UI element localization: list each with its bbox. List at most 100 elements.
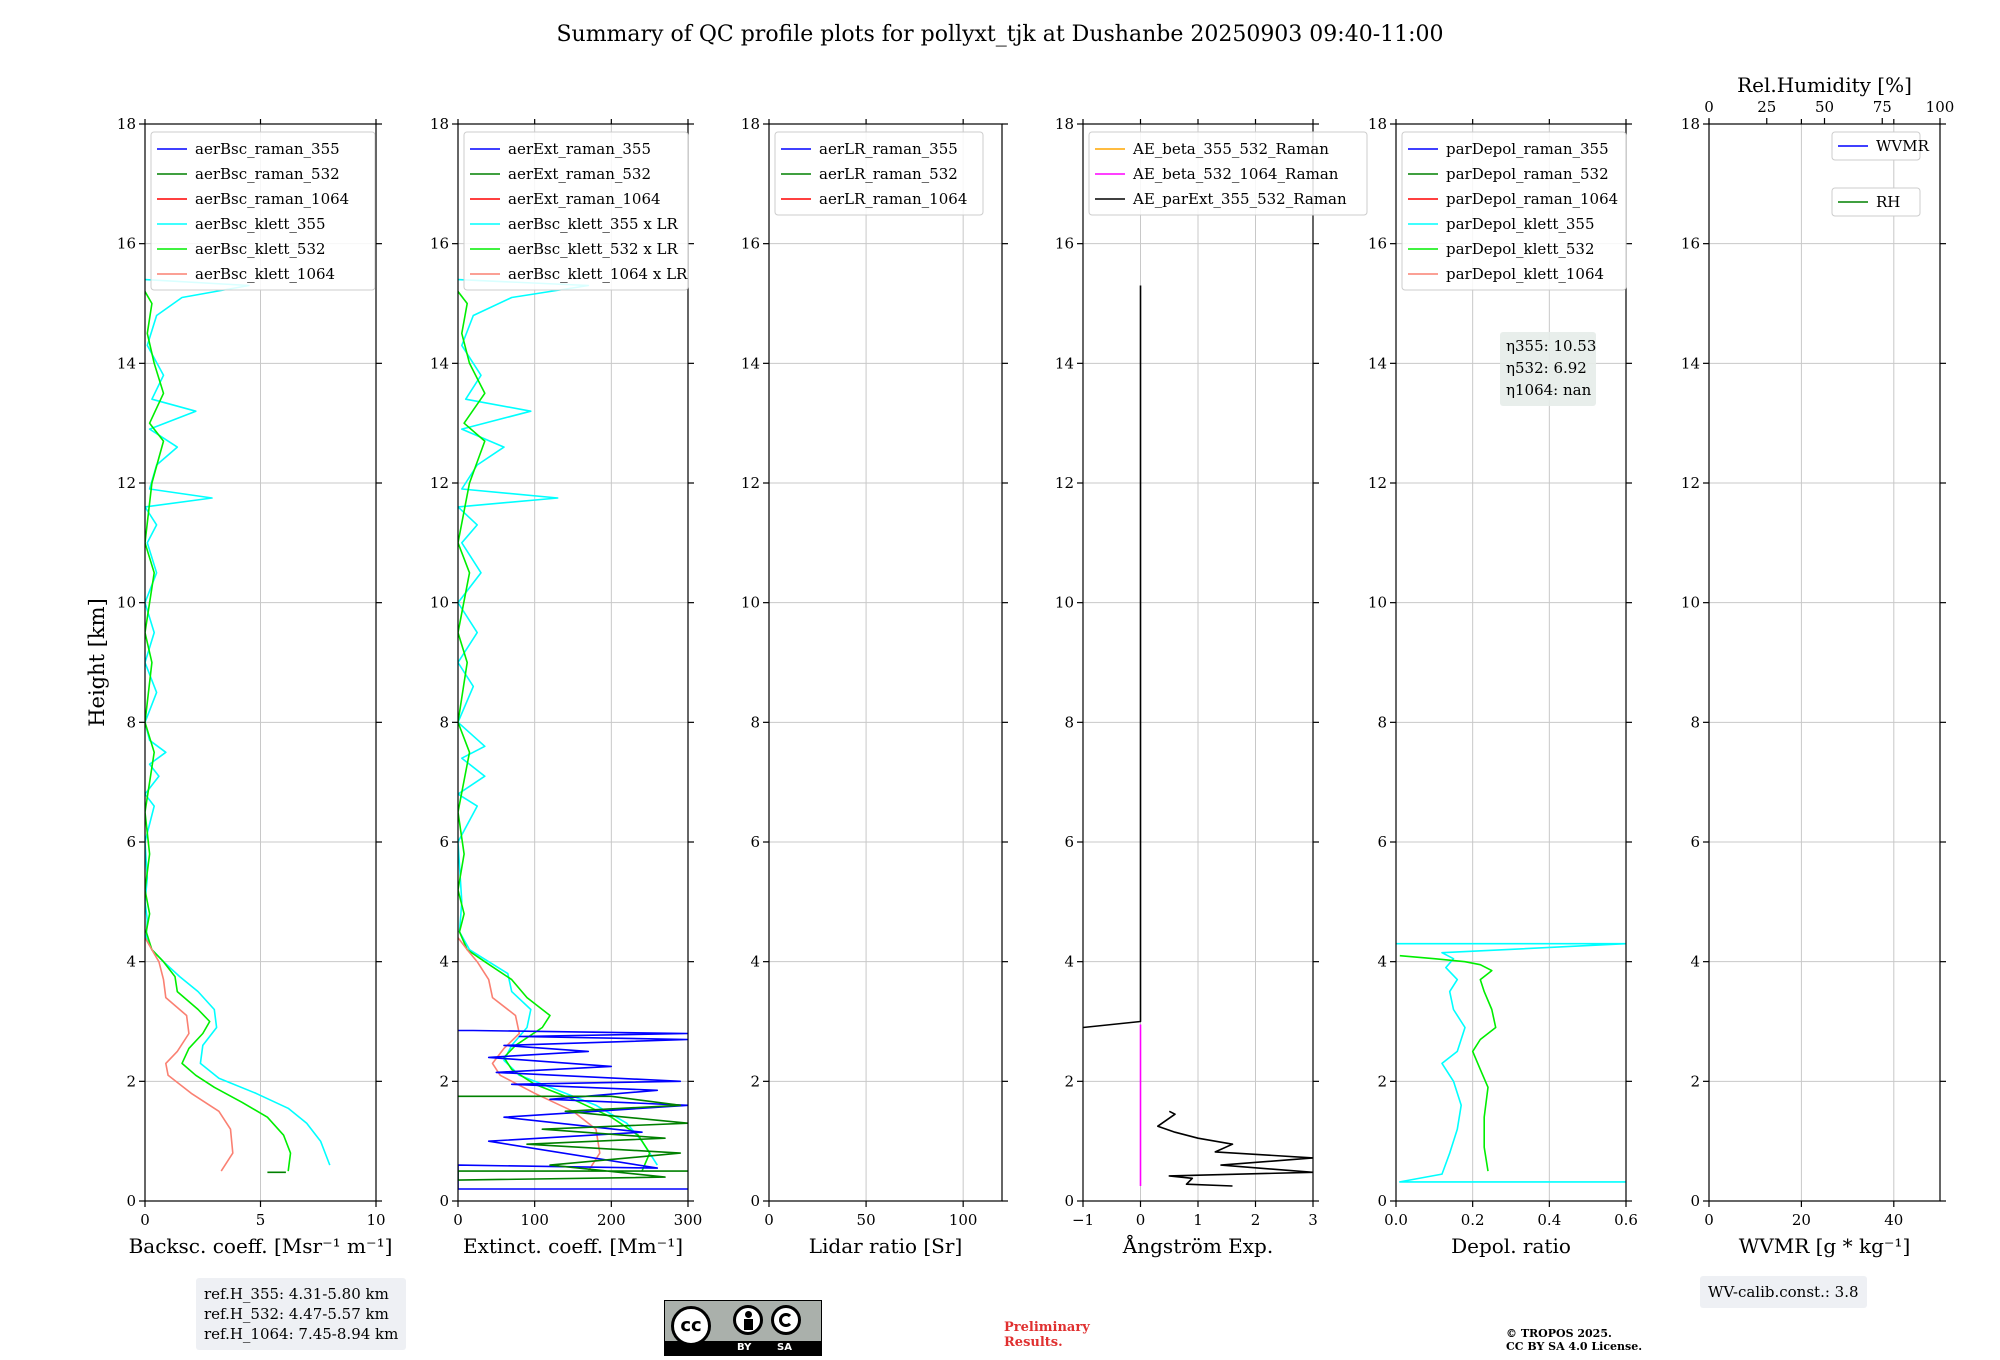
panel-2: 0 100 200 300 0 2 4 6 8 10 12 14 16 18 Extinct. coeff.… — [430, 115, 702, 1258]
y-tick-label: 6 — [750, 833, 760, 851]
y-tick-label: 18 — [1055, 115, 1074, 133]
legend-label: aerBsc_klett_355 x LR — [508, 215, 679, 233]
y-tick-label: 12 — [741, 474, 760, 492]
x-tick-label: 10 — [366, 1211, 385, 1229]
x-tick-label: 300 — [674, 1211, 703, 1229]
y-tick-label: 12 — [1055, 474, 1074, 492]
series-line — [1396, 942, 1626, 1183]
y-tick-label: 14 — [1055, 354, 1074, 372]
y-tick-label: 8 — [750, 713, 760, 731]
y-tick-label: 12 — [117, 474, 136, 492]
legend-label: parDepol_klett_1064 — [1446, 265, 1604, 283]
y-tick-label: 4 — [1690, 953, 1700, 971]
y-tick-label: 10 — [430, 594, 449, 612]
series-line — [145, 291, 292, 1172]
y-tick-label: 18 — [117, 115, 136, 133]
y-tick-label: 12 — [1368, 474, 1387, 492]
y-tick-label: 8 — [126, 713, 136, 731]
figure-title: Summary of QC profile plots for pollyxt_… — [556, 22, 1444, 47]
y-tick-label: 10 — [1368, 594, 1387, 612]
y-tick-label: 8 — [1690, 713, 1700, 731]
annotation-text: η532: 6.92 — [1506, 359, 1587, 377]
legend-label: WVMR — [1876, 137, 1930, 155]
x-axis-label: WVMR [g * kg⁻¹] — [1739, 1234, 1911, 1258]
legend-label: parDepol_raman_532 — [1446, 165, 1609, 183]
ref-h-532: ref.H_532: 4.47-5.57 km — [204, 1305, 389, 1323]
series-line — [458, 1095, 688, 1181]
by-label: BY — [737, 1342, 752, 1353]
y-tick-label: 2 — [439, 1072, 449, 1090]
y-tick-label: 18 — [430, 115, 449, 133]
legend-box — [1831, 187, 1921, 217]
y-tick-label: 16 — [741, 235, 760, 253]
y-tick-label: 6 — [1377, 833, 1387, 851]
legend-box — [463, 131, 689, 291]
annotation-text: η1064: nan — [1506, 381, 1592, 399]
series-line — [1157, 1110, 1313, 1187]
series-line — [1083, 285, 1142, 1029]
x-tick-label: 20 — [1792, 1211, 1811, 1229]
y-tick-label: 4 — [439, 953, 449, 971]
x-tick-label: 200 — [597, 1211, 626, 1229]
y-tick-label: 18 — [1368, 115, 1387, 133]
series-line — [458, 278, 658, 1166]
x-axis-label: Lidar ratio [Sr] — [809, 1234, 963, 1258]
top-x-tick-label: 0 — [1704, 98, 1714, 116]
y-tick-label: 2 — [1377, 1072, 1387, 1090]
annotation-box — [1500, 332, 1596, 406]
x-tick-label: 0.2 — [1461, 1211, 1485, 1229]
y-tick-label: 16 — [430, 235, 449, 253]
legend-label: AE_beta_532_1064_Raman — [1132, 165, 1339, 183]
y-tick-label: 16 — [1368, 235, 1387, 253]
x-tick-label: 0.6 — [1614, 1211, 1638, 1229]
axes-frame — [1708, 123, 1941, 1202]
legend-label: aerBsc_raman_1064 — [195, 190, 349, 208]
series-group — [1083, 285, 1313, 1187]
y-tick-label: 6 — [1690, 833, 1700, 851]
y-tick-label: 6 — [126, 833, 136, 851]
x-tick-label: 5 — [256, 1211, 266, 1229]
x-tick-label: 0 — [1704, 1211, 1714, 1229]
x-tick-label: 1 — [1193, 1211, 1203, 1229]
ref-height-box: ref.H_355: 4.31-5.80 km ref.H_532: 4.47-… — [196, 1278, 407, 1350]
y-tick-label: 16 — [1055, 235, 1074, 253]
legend-label: aerLR_raman_532 — [819, 165, 958, 183]
ref-h-355: ref.H_355: 4.31-5.80 km — [204, 1285, 389, 1303]
y-tick-label: 14 — [117, 354, 136, 372]
preliminary-note: Preliminary Results. — [1004, 1320, 1090, 1350]
panel-1: 0 5 10 0 2 4 6 8 10 12 14 16 18 Backsc. coeff. [Msr⁻¹… — [117, 115, 392, 1258]
top-x-tick-label: 50 — [1815, 98, 1834, 116]
legend-box — [774, 131, 984, 216]
y-tick-label: 16 — [1681, 235, 1700, 253]
x-tick-label: 0.0 — [1384, 1211, 1408, 1229]
x-axis-label: Ångström Exp. — [1122, 1233, 1273, 1258]
series-line — [458, 1029, 688, 1190]
legend-label: aerBsc_klett_1064 — [195, 265, 335, 283]
legend-label: parDepol_raman_355 — [1446, 140, 1609, 158]
y-tick-label: 6 — [439, 833, 449, 851]
axes-frame — [1395, 123, 1627, 1202]
copyright-note: © TROPOS 2025. CC BY SA 4.0 License. — [1506, 1327, 1643, 1353]
panel-3: 0 50 100 0 2 4 6 8 10 12 14 16 18 Lidar ratio [Sr] aer… — [741, 115, 1008, 1258]
legend-label: AE_beta_355_532_Raman — [1132, 140, 1329, 158]
y-tick-label: 18 — [1681, 115, 1700, 133]
y-tick-label: 10 — [1681, 594, 1700, 612]
legend-label: aerExt_raman_355 — [508, 140, 651, 158]
series-line — [458, 937, 601, 1172]
legend-label: aerBsc_klett_355 — [195, 215, 326, 233]
x-tick-label: 0 — [764, 1211, 774, 1229]
y-tick-label: 6 — [1064, 833, 1074, 851]
top-x-tick-label: 100 — [1926, 98, 1955, 116]
y-tick-label: 2 — [1064, 1072, 1074, 1090]
y-tick-label: 0 — [126, 1192, 136, 1210]
y-tick-label: 12 — [1681, 474, 1700, 492]
axes-frame — [457, 123, 689, 1202]
y-tick-label: 14 — [1368, 354, 1387, 372]
y-tick-label: 16 — [117, 235, 136, 253]
legend-label: aerBsc_klett_532 — [195, 240, 326, 258]
panel-5: 0.0 0.2 0.4 0.6 0 2 4 6 8 10 12 14 16 18 Depol. ratio p… — [1368, 115, 1638, 1258]
axes-frame — [768, 123, 1003, 1202]
legend-label: aerExt_raman_532 — [508, 165, 651, 183]
